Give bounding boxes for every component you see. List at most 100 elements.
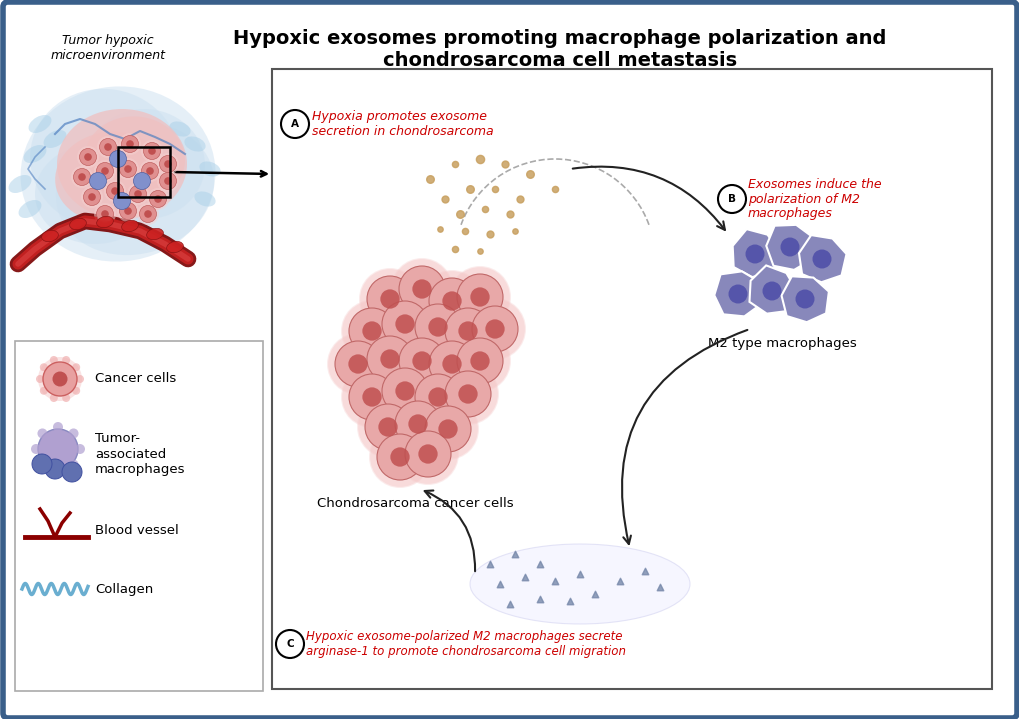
Circle shape	[485, 319, 504, 339]
Ellipse shape	[55, 132, 165, 222]
Text: C: C	[286, 639, 293, 649]
Circle shape	[429, 278, 475, 324]
Circle shape	[133, 173, 151, 190]
Circle shape	[418, 444, 437, 464]
Circle shape	[117, 158, 139, 180]
Circle shape	[417, 398, 479, 460]
Circle shape	[124, 165, 131, 173]
Circle shape	[334, 341, 381, 387]
Circle shape	[154, 195, 162, 203]
Polygon shape	[798, 235, 846, 283]
Point	[636, 565, 652, 577]
Circle shape	[50, 394, 58, 402]
Circle shape	[407, 366, 469, 428]
Circle shape	[135, 191, 142, 198]
Circle shape	[97, 162, 113, 180]
Ellipse shape	[85, 109, 205, 219]
Ellipse shape	[195, 191, 215, 206]
Circle shape	[449, 267, 510, 327]
Circle shape	[375, 361, 434, 421]
Circle shape	[458, 385, 477, 403]
Circle shape	[422, 271, 481, 331]
Circle shape	[380, 289, 399, 308]
Circle shape	[378, 417, 397, 436]
Circle shape	[367, 276, 413, 322]
Bar	[272, 69, 991, 689]
Circle shape	[142, 162, 158, 180]
Circle shape	[157, 170, 178, 192]
Circle shape	[62, 462, 82, 482]
Circle shape	[444, 308, 490, 354]
Circle shape	[124, 207, 131, 215]
Circle shape	[72, 363, 81, 371]
Circle shape	[78, 173, 86, 180]
Circle shape	[341, 301, 401, 361]
Point	[531, 558, 547, 569]
Circle shape	[415, 304, 461, 350]
Circle shape	[327, 333, 388, 395]
Text: Hypoxic exosomes promoting macrophage polarization and
chondrosarcoma cell metas: Hypoxic exosomes promoting macrophage po…	[233, 29, 886, 70]
Point	[446, 158, 463, 170]
Circle shape	[68, 429, 78, 439]
Point	[496, 158, 513, 170]
Circle shape	[390, 258, 452, 320]
Ellipse shape	[97, 216, 113, 228]
Circle shape	[328, 334, 387, 394]
Circle shape	[104, 180, 126, 202]
Circle shape	[341, 367, 401, 427]
Circle shape	[144, 142, 160, 160]
Circle shape	[380, 349, 399, 369]
Ellipse shape	[166, 242, 183, 252]
Circle shape	[129, 186, 147, 203]
Circle shape	[429, 341, 475, 387]
Ellipse shape	[147, 229, 163, 239]
Circle shape	[397, 424, 458, 484]
Circle shape	[146, 168, 154, 175]
Circle shape	[377, 434, 423, 480]
Circle shape	[53, 422, 63, 432]
Circle shape	[150, 191, 166, 208]
Ellipse shape	[199, 162, 220, 177]
Circle shape	[407, 296, 469, 358]
Circle shape	[159, 173, 176, 190]
Point	[481, 558, 497, 569]
Circle shape	[398, 266, 444, 312]
Text: Hypoxic exosome-polarized M2 macrophages secrete
arginase-1 to promote chondrosa: Hypoxic exosome-polarized M2 macrophages…	[306, 630, 626, 658]
Circle shape	[111, 187, 118, 195]
Circle shape	[395, 381, 415, 400]
Circle shape	[100, 139, 116, 155]
Circle shape	[50, 356, 58, 364]
Circle shape	[62, 356, 70, 364]
Circle shape	[73, 168, 91, 186]
Circle shape	[358, 397, 418, 457]
Circle shape	[79, 149, 97, 165]
Text: A: A	[290, 119, 299, 129]
Circle shape	[119, 133, 141, 155]
Point	[501, 209, 518, 220]
Circle shape	[395, 314, 415, 334]
Ellipse shape	[57, 109, 186, 219]
Ellipse shape	[85, 116, 184, 201]
Text: B: B	[728, 194, 736, 204]
Circle shape	[436, 300, 498, 362]
Point	[531, 593, 547, 605]
Circle shape	[68, 459, 78, 470]
Circle shape	[391, 331, 451, 391]
Circle shape	[457, 338, 502, 384]
Point	[651, 581, 667, 592]
Circle shape	[40, 363, 48, 371]
Circle shape	[470, 288, 489, 307]
Bar	[15, 341, 263, 691]
FancyArrowPatch shape	[622, 330, 747, 544]
Circle shape	[340, 300, 403, 362]
Circle shape	[442, 354, 462, 374]
Circle shape	[425, 406, 471, 452]
Ellipse shape	[56, 123, 214, 255]
Circle shape	[276, 630, 304, 658]
Circle shape	[360, 329, 420, 389]
Circle shape	[436, 363, 498, 425]
Circle shape	[464, 298, 526, 360]
Point	[506, 549, 523, 560]
Point	[476, 203, 492, 215]
Circle shape	[369, 426, 431, 488]
